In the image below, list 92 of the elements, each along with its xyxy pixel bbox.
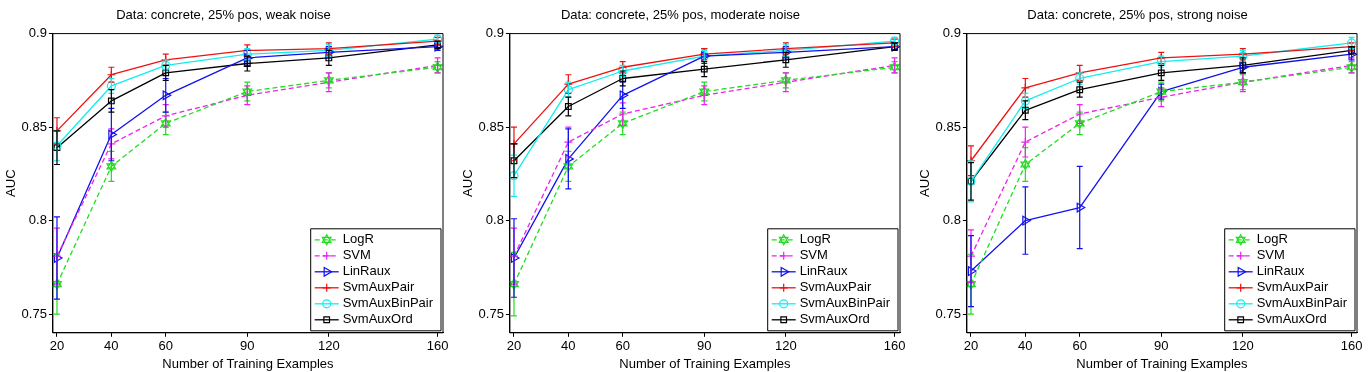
y-tick-label: 0.85	[935, 118, 961, 134]
legend-label: LogR	[342, 231, 374, 247]
y-tick-label: 0.75	[21, 305, 47, 321]
point	[1157, 69, 1165, 77]
chart-title: Data: concrete, 25% pos, moderate noise	[560, 7, 801, 23]
legend-label: LogR	[799, 231, 831, 247]
legend-label: SvmAuxPair	[799, 279, 872, 295]
point	[162, 69, 170, 77]
point	[699, 85, 710, 98]
x-tick-label: 40	[104, 338, 119, 354]
point	[700, 65, 708, 73]
point	[967, 266, 977, 277]
point	[1076, 202, 1086, 213]
chart-title: Data: concrete, 25% pos, strong noise	[1027, 7, 1248, 23]
y-tick-label: 0.85	[21, 118, 47, 134]
point	[1347, 46, 1356, 55]
point	[565, 153, 574, 164]
chart-title: Data: concrete, 25% pos, weak noise	[116, 7, 331, 23]
point	[509, 171, 519, 181]
x-tick-label: 120	[1231, 338, 1254, 354]
point	[619, 90, 629, 101]
x-axis-title: Number of Training Examples	[162, 355, 335, 371]
y-tick-label: 0.75	[478, 305, 504, 321]
x-tick-label: 160	[883, 338, 906, 354]
y-axis-title: AUC	[460, 169, 476, 197]
legend-label: LinRaux	[342, 263, 391, 279]
point	[619, 75, 627, 82]
point	[108, 129, 117, 140]
y-tick-label: 0.8	[28, 212, 47, 228]
y-tick-label: 0.9	[942, 25, 961, 41]
x-tick-label: 20	[49, 338, 65, 354]
point	[1022, 215, 1031, 226]
legend-label: SvmAuxOrd	[799, 311, 870, 327]
legend-label: SvmAuxBinPair	[342, 295, 434, 311]
y-tick-label: 0.8	[485, 212, 504, 228]
x-tick-label: 20	[963, 338, 979, 354]
point	[1021, 106, 1029, 114]
point	[52, 278, 62, 290]
x-tick-label: 60	[158, 338, 173, 354]
legend-label: SvmAuxPair	[342, 279, 415, 295]
x-tick-label: 60	[1072, 338, 1087, 354]
x-tick-label: 160	[426, 338, 449, 354]
x-tick-label: 160	[1340, 338, 1363, 354]
x-tick-label: 20	[506, 338, 522, 354]
legend-label: LinRaux	[1256, 263, 1305, 279]
point	[510, 157, 518, 165]
legend-label: SVM	[1256, 247, 1285, 263]
y-axis-title: AUC	[917, 169, 933, 197]
x-tick-label: 90	[240, 338, 255, 354]
x-tick-label: 90	[1154, 338, 1169, 354]
x-axis-title: Number of Training Examples	[1076, 355, 1249, 371]
point	[1076, 86, 1084, 94]
point	[106, 160, 117, 172]
x-axis-title: Number of Training Examples	[619, 355, 792, 371]
point	[1239, 61, 1247, 69]
point	[243, 60, 251, 67]
point	[106, 81, 116, 91]
y-tick-label: 0.85	[478, 118, 504, 134]
legend-label: SvmAuxOrd	[342, 311, 413, 327]
y-axis-title: AUC	[3, 169, 19, 197]
point	[1020, 158, 1031, 171]
point	[1020, 96, 1030, 106]
legend-label: LinRaux	[799, 263, 848, 279]
point	[1074, 117, 1085, 129]
legend-label: SvmAuxBinPair	[799, 295, 891, 311]
legend-label: SvmAuxBinPair	[1256, 295, 1348, 311]
y-tick-label: 0.75	[935, 305, 961, 321]
y-tick-label: 0.9	[485, 25, 504, 41]
x-tick-label: 120	[317, 338, 340, 354]
point	[563, 85, 573, 95]
point	[509, 278, 519, 290]
legend-label: SvmAuxPair	[1256, 279, 1329, 295]
x-tick-label: 120	[774, 338, 797, 354]
legend-label: LogR	[1256, 231, 1288, 247]
point	[617, 117, 628, 129]
x-tick-label: 60	[615, 338, 630, 354]
legend-label: SVM	[799, 247, 828, 263]
point	[160, 117, 171, 129]
point	[563, 160, 574, 172]
x-tick-label: 90	[697, 338, 712, 354]
x-tick-label: 40	[1018, 338, 1033, 354]
y-tick-label: 0.9	[28, 25, 47, 41]
point	[564, 103, 572, 110]
point	[162, 90, 172, 101]
point	[244, 52, 253, 63]
x-tick-label: 40	[561, 338, 576, 354]
legend-label: SvmAuxOrd	[1256, 311, 1327, 327]
legend-label: SVM	[342, 247, 371, 263]
point	[966, 278, 976, 290]
y-tick-label: 0.8	[942, 212, 961, 228]
point	[107, 97, 115, 105]
point	[242, 85, 253, 98]
